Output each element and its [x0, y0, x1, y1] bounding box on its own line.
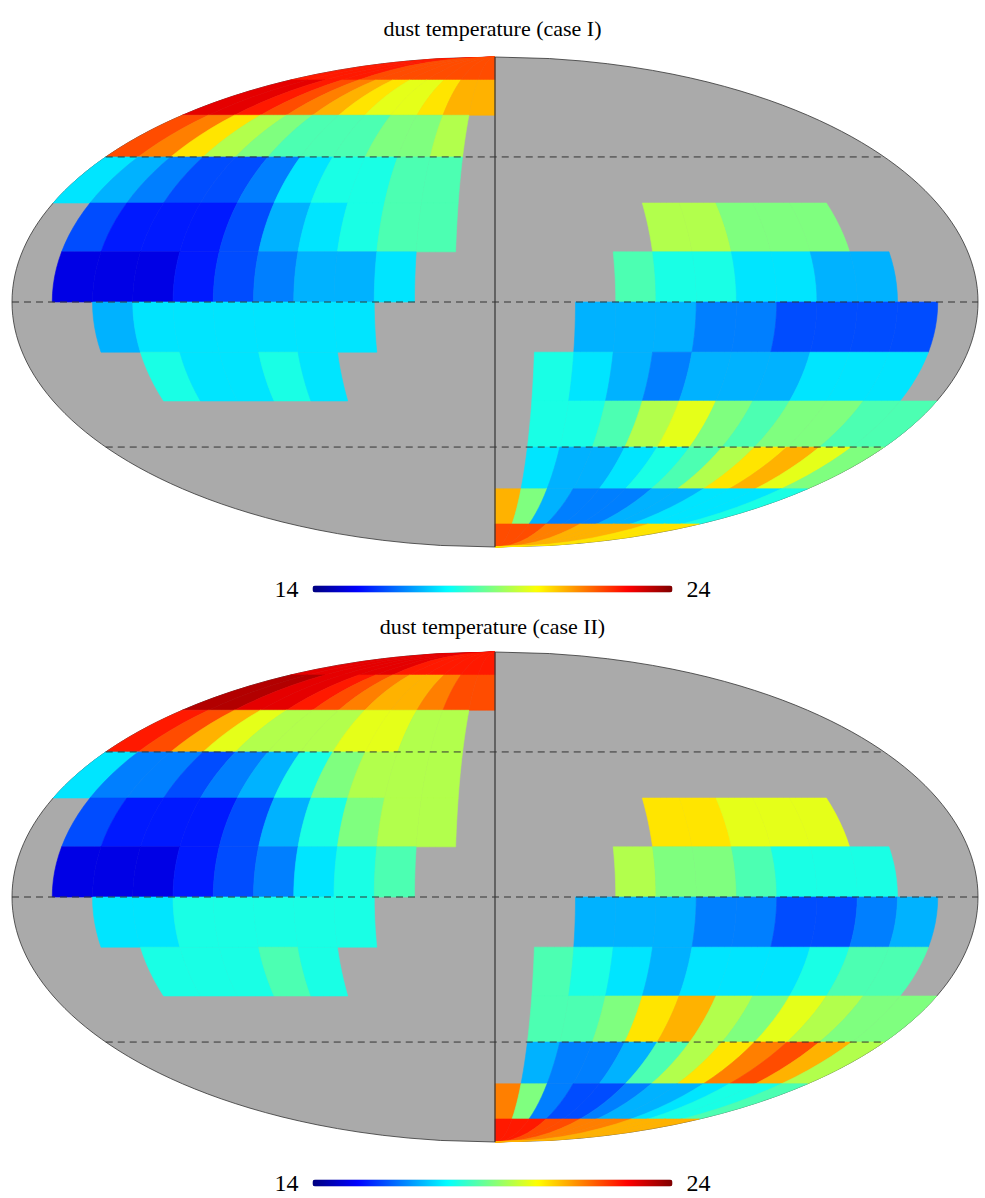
svg-text:24: 24 [687, 576, 711, 602]
svg-text:dust temperature (case I): dust temperature (case I) [383, 16, 601, 41]
svg-text:24: 24 [687, 1170, 711, 1196]
svg-text:14: 14 [275, 1170, 299, 1196]
svg-text:dust temperature (case II): dust temperature (case II) [380, 614, 605, 639]
svg-text:14: 14 [275, 576, 299, 602]
